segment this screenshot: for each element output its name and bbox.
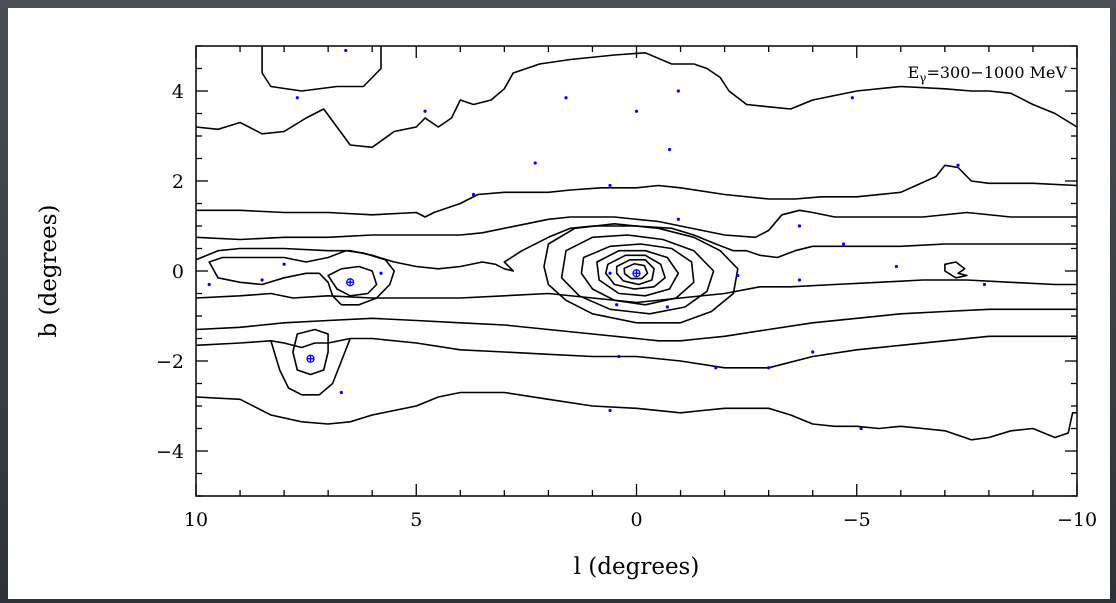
contour-line-12 [270, 338, 351, 396]
source-point-11 [667, 147, 672, 152]
energy-annotation-main: E [908, 63, 920, 82]
source-point-2 [207, 282, 211, 287]
source-point-24 [665, 305, 669, 309]
contour-line-16 [596, 249, 680, 297]
contour-line-18 [615, 259, 655, 286]
y-tick-label: 0 [172, 261, 184, 283]
contour-line-8 [195, 391, 1077, 441]
x-axis-label: l (degrees) [574, 554, 700, 580]
y-tick-label: −2 [156, 351, 184, 373]
source-point-18 [841, 242, 846, 246]
y-axis-label: b (degrees) [36, 204, 62, 337]
source-point-20 [982, 282, 987, 287]
contour-line-20 [944, 261, 968, 279]
source-point-10 [634, 109, 639, 113]
source-point-16 [676, 217, 680, 221]
source-point-17 [797, 224, 802, 228]
tick-layer [195, 45, 1078, 497]
contour-line-15 [580, 243, 695, 306]
source-point-13 [850, 96, 854, 100]
source-point-29 [811, 350, 815, 354]
contour-line-19 [623, 263, 649, 280]
source-point-30 [339, 390, 343, 395]
y-tick-label: 4 [172, 81, 184, 103]
y-tick-label: −4 [156, 441, 184, 463]
source-point-31 [608, 408, 612, 413]
source-point-6 [423, 109, 427, 113]
source-point-23 [608, 271, 612, 275]
contour-chart: 10 5 0 −5 −10 4 2 0 −2 −4 l (degrees) b (degrees… [36, 45, 1097, 580]
contour-line-14 [560, 234, 715, 315]
x-tick-label: 10 [184, 509, 208, 531]
major-source-1 [306, 354, 315, 363]
source-point-15 [608, 183, 612, 188]
source-point-21 [797, 278, 802, 282]
major-source-2 [632, 269, 641, 278]
contour-line-17 [604, 254, 666, 290]
contour-line-7 [195, 335, 1077, 369]
contour-line-0 [261, 46, 382, 92]
contour-line-11 [292, 328, 329, 376]
contour-line-2 [196, 164, 1078, 218]
contour-line-6 [195, 308, 1077, 342]
contour-line-1 [195, 52, 1078, 149]
contour-line-9 [208, 249, 395, 306]
source-point-22 [736, 273, 740, 278]
source-point-4 [344, 48, 348, 53]
energy-annotation: Eγ=300−1000 MeV [908, 63, 1068, 85]
y-tick-label: 2 [172, 171, 184, 193]
source-point-32 [859, 426, 863, 431]
source-point-14 [956, 163, 960, 167]
energy-annotation-rest: =300−1000 MeV [926, 63, 1067, 82]
source-point-3 [379, 271, 383, 275]
source-point-25 [615, 303, 619, 307]
x-tick-label: −10 [1057, 509, 1097, 531]
source-point-1 [282, 262, 286, 266]
source-point-28 [767, 366, 771, 370]
source-point-5 [295, 96, 299, 100]
x-tick-label: 0 [630, 509, 642, 531]
contour-line-10 [327, 265, 378, 297]
x-tick-label: 5 [410, 509, 422, 531]
contour-layer [195, 46, 1078, 441]
major-source-0 [346, 278, 355, 287]
plot-panel: 10 5 0 −5 −10 4 2 0 −2 −4 l (degrees) b (degrees… [8, 8, 1110, 599]
source-point-9 [564, 96, 568, 100]
source-point-19 [894, 264, 898, 269]
y-tick-labels: 4 2 0 −2 −4 [156, 81, 184, 463]
source-point-12 [676, 89, 680, 93]
energy-annotation-sub: γ [919, 71, 926, 85]
source-layer [207, 48, 987, 431]
contour-line-3 [195, 209, 1077, 241]
source-point-8 [533, 161, 537, 165]
x-tick-labels: 10 5 0 −5 −10 [184, 509, 1097, 531]
contour-line-13 [543, 223, 739, 324]
source-point-26 [617, 354, 621, 359]
source-point-27 [714, 366, 718, 370]
source-point-7 [471, 192, 476, 197]
source-point-0 [260, 278, 264, 282]
x-tick-label: −5 [843, 509, 871, 531]
contour-line-5 [195, 279, 1077, 304]
